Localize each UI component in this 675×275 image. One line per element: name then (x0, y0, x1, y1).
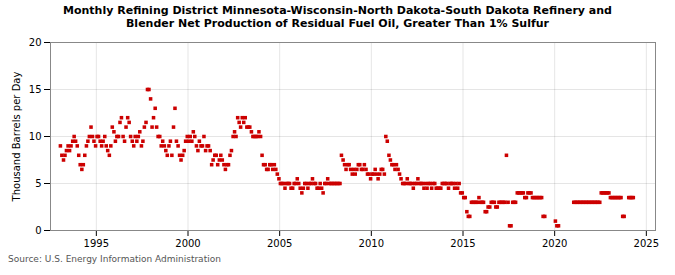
svg-text:5: 5 (35, 178, 41, 189)
html-text:Monthly Refining District Minn: Monthly Refining District Minnesota-Wisc… (63, 4, 612, 31)
svg-text:10: 10 (29, 131, 42, 142)
svg-text:2025: 2025 (634, 238, 659, 249)
svg-text:0: 0 (35, 225, 41, 236)
svg-text:2020: 2020 (542, 238, 567, 249)
svg-text:15: 15 (29, 84, 42, 95)
svg-text:Thousand Barrels per Day: Thousand Barrels per Day (11, 72, 22, 203)
html-text:Source: U.S. Energy Informatio: Source: U.S. Energy Information Administ… (8, 254, 221, 265)
svg-text:20: 20 (29, 37, 42, 48)
svg-text:2015: 2015 (450, 238, 475, 249)
svg-text:1995: 1995 (84, 238, 109, 249)
svg-text:2000: 2000 (175, 238, 200, 249)
svg-text:2005: 2005 (267, 238, 292, 249)
svg-text:2010: 2010 (359, 238, 384, 249)
